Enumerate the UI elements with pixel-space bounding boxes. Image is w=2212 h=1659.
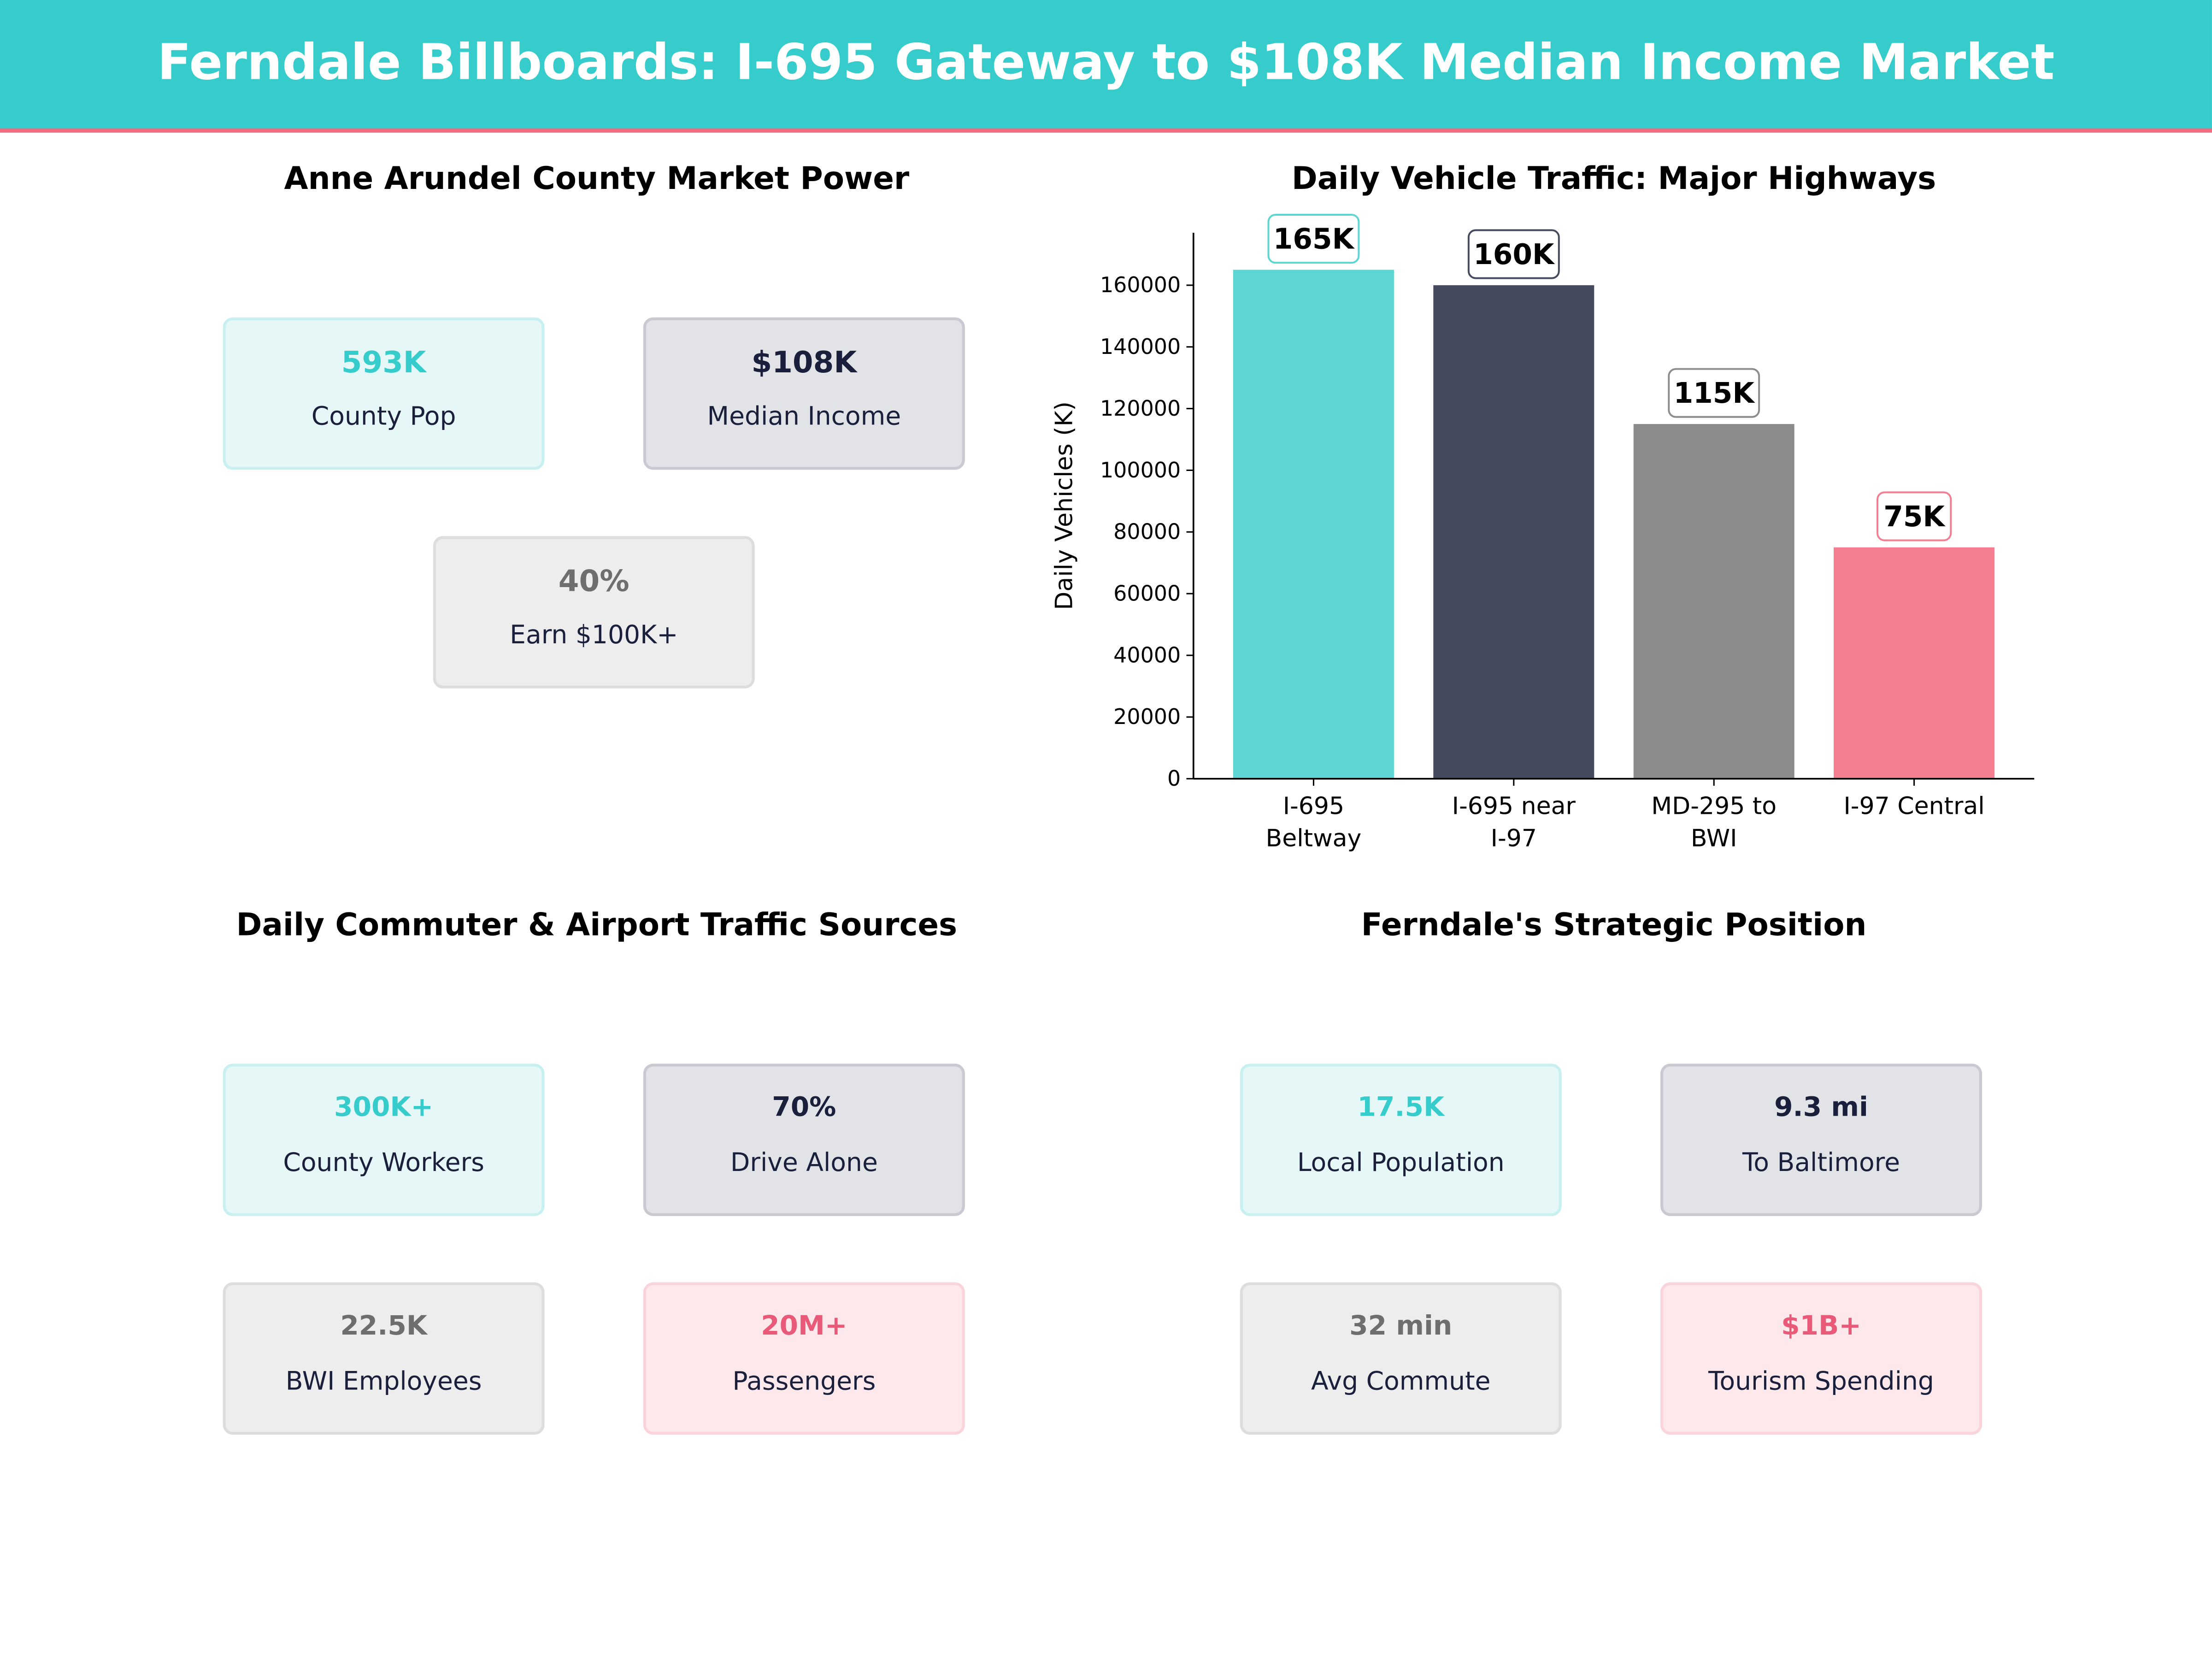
stat-card-tourism-spending: $1B+ Tourism Spending	[1660, 1282, 1982, 1435]
stat-card-median-income: $108K Median Income	[643, 317, 965, 470]
y-axis-label: Daily Vehicles (K)	[1051, 401, 1078, 610]
data-label: 115K	[1674, 377, 1756, 410]
stat-card-county-workers: 300K+ County Workers	[223, 1064, 545, 1216]
stat-label: County Pop	[311, 402, 456, 432]
stat-value: 9.3 mi	[1774, 1092, 1868, 1123]
stat-card-passengers: 20M+ Passengers	[643, 1282, 965, 1435]
bar	[1834, 547, 1995, 779]
stat-card-earn-100k: 40% Earn $100K+	[433, 536, 755, 688]
data-label-box	[1877, 491, 1952, 541]
stat-label: BWI Employees	[285, 1367, 482, 1397]
stat-label: County Workers	[283, 1148, 484, 1178]
data-label-box	[1668, 368, 1760, 418]
data-label: 160K	[1473, 238, 1555, 271]
stat-value: $108K	[751, 345, 857, 380]
stat-card-avg-commute: 32 min Avg Commute	[1240, 1282, 1562, 1435]
y-tick-label: 60000	[1113, 581, 1181, 606]
x-tick-label: I-97	[1491, 825, 1537, 853]
chart-title: Daily Vehicle Traffic: Major Highways	[1291, 162, 1936, 198]
y-tick-label: 40000	[1113, 642, 1181, 667]
stat-label: Passengers	[732, 1367, 876, 1397]
bar	[1433, 285, 1594, 779]
stat-value: 20M+	[761, 1310, 847, 1342]
bar	[1633, 424, 1794, 779]
stat-label: Local Population	[1297, 1148, 1505, 1178]
page-title: Ferndale Billboards: I-695 Gateway to $1…	[157, 35, 2055, 92]
stat-label: Drive Alone	[730, 1148, 878, 1178]
x-tick-label: BWI	[1691, 825, 1737, 853]
data-label-box	[1267, 214, 1360, 264]
stat-card-drive-alone: 70% Drive Alone	[643, 1064, 965, 1216]
x-tick-label: Beltway	[1266, 825, 1362, 853]
y-tick-label: 160000	[1100, 272, 1181, 297]
bar	[1233, 270, 1394, 779]
y-tick-label: 120000	[1100, 396, 1181, 421]
stat-value: 300K+	[334, 1092, 434, 1123]
stat-label: Earn $100K+	[510, 620, 678, 651]
stat-value: 593K	[341, 345, 426, 380]
y-tick-label: 0	[1167, 766, 1181, 791]
stat-value: 22.5K	[340, 1310, 427, 1342]
stat-label: To Baltimore	[1742, 1148, 1900, 1178]
stat-value: 17.5K	[1357, 1092, 1445, 1123]
data-label: 165K	[1273, 223, 1355, 255]
x-tick-label: I-695	[1283, 792, 1344, 820]
stat-value: 70%	[772, 1092, 836, 1123]
x-tick-label: MD-295 to	[1651, 792, 1777, 820]
stat-card-bwi-employees: 22.5K BWI Employees	[223, 1282, 545, 1435]
x-tick-label: I-97 Central	[1843, 792, 1984, 820]
traffic-bar-chart: 165K I-695 Beltway 160K I-695 near I-97 115K MD…	[1051, 214, 2035, 853]
stat-label: Tourism Spending	[1708, 1367, 1934, 1397]
y-tick-label: 100000	[1100, 458, 1181, 482]
stat-card-to-baltimore: 9.3 mi To Baltimore	[1660, 1064, 1982, 1216]
position-panel-title: Ferndale's Strategic Position	[1361, 908, 1867, 944]
stat-card-county-pop: 593K County Pop	[223, 317, 545, 470]
stat-label: Median Income	[707, 402, 901, 432]
data-label-box	[1467, 229, 1560, 279]
data-label: 75K	[1883, 500, 1946, 533]
header-banner: Ferndale Billboards: I-695 Gateway to $1…	[0, 0, 2212, 133]
y-tick-label: 140000	[1100, 334, 1181, 359]
y-tick-label: 20000	[1113, 704, 1181, 729]
market-panel-title: Anne Arundel County Market Power	[284, 162, 910, 198]
y-tick-label: 80000	[1113, 519, 1181, 544]
stat-card-local-population: 17.5K Local Population	[1240, 1064, 1562, 1216]
stat-label: Avg Commute	[1311, 1367, 1491, 1397]
x-tick-label: I-695 near	[1452, 792, 1576, 820]
stat-value: 32 min	[1349, 1310, 1453, 1342]
stat-value: $1B+	[1781, 1310, 1862, 1342]
stat-value: 40%	[558, 564, 629, 598]
commuter-panel-title: Daily Commuter & Airport Traffic Sources	[236, 908, 958, 944]
